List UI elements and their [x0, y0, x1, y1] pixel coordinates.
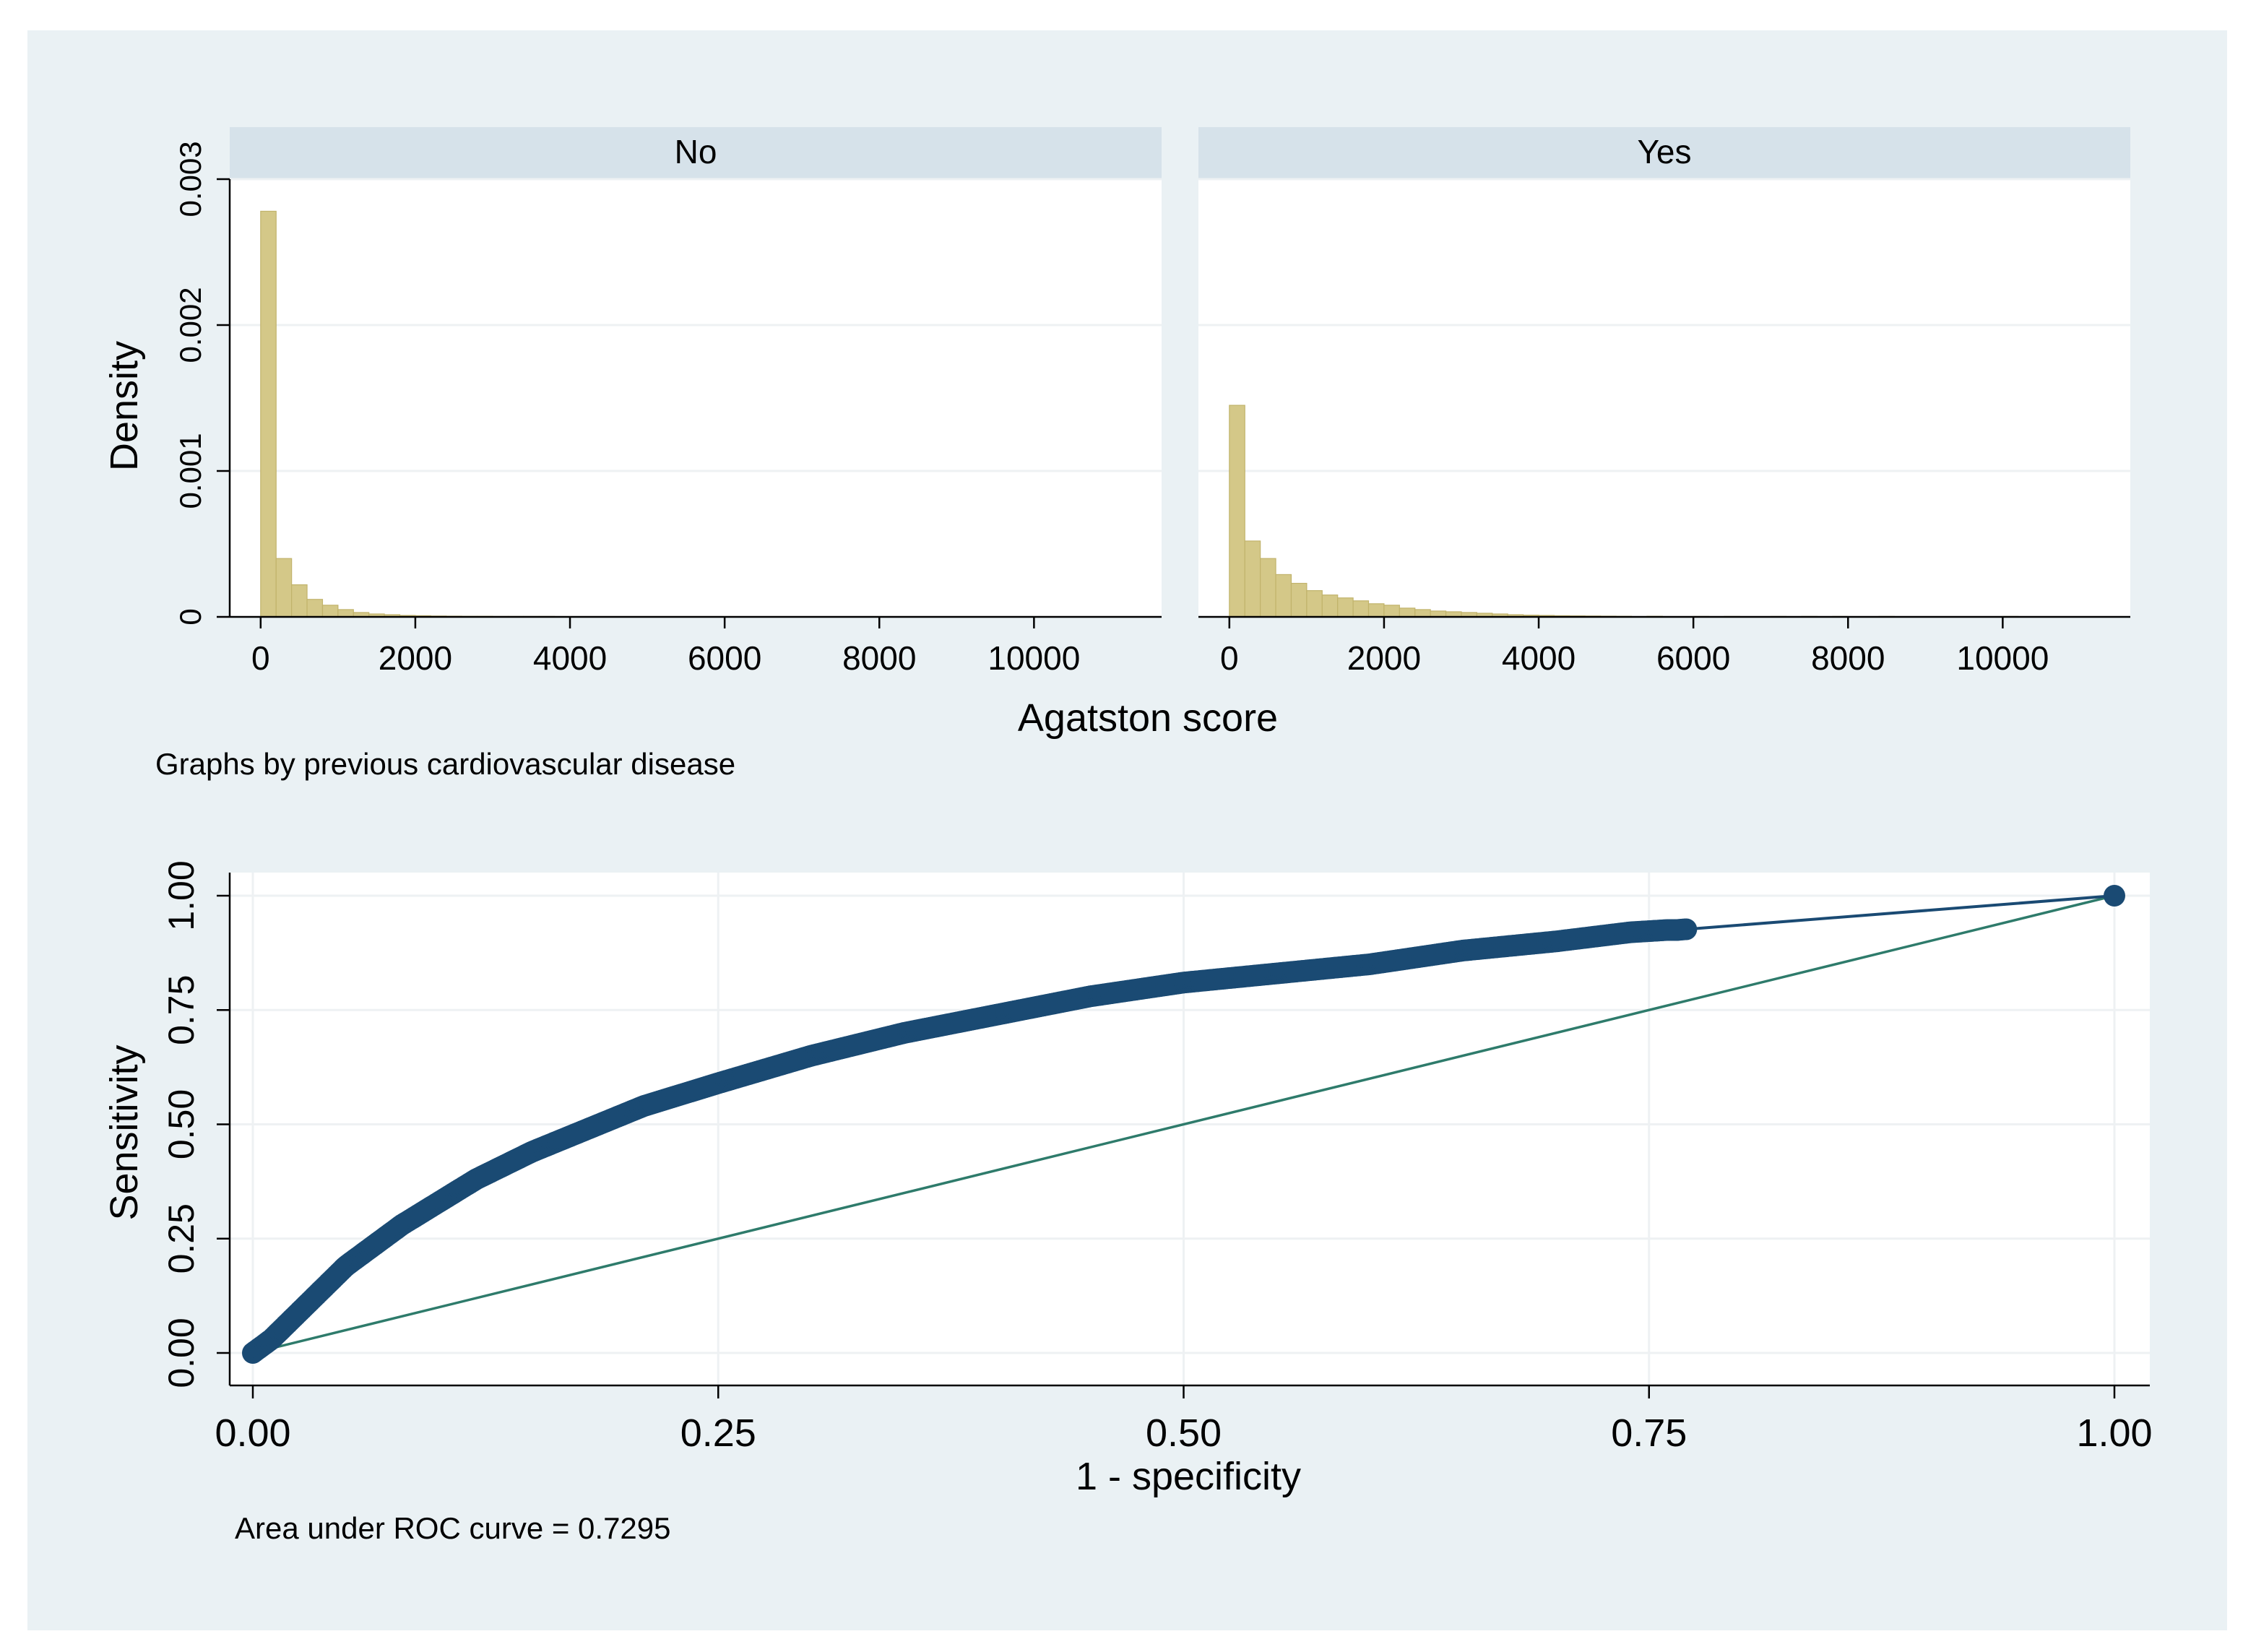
histogram-bar-no	[337, 609, 354, 618]
roc-y-axis-label: Sensitivity	[103, 1045, 146, 1220]
histogram-y-axis-label: Density	[103, 341, 146, 471]
histogram-bar-no	[291, 584, 308, 618]
roc-gridlines	[230, 873, 2150, 1385]
panel-plot-area-no	[230, 179, 1162, 617]
histogram-bar-no	[306, 599, 324, 618]
histogram-x-tick-label-yes: 8000	[1811, 639, 1885, 677]
histogram-bar-yes	[1306, 590, 1323, 618]
roc-x-tick-label: 0.25	[680, 1411, 756, 1455]
roc-curve-points	[242, 885, 2125, 1364]
roc-reference-line	[252, 894, 2115, 1354]
histogram-y-tick-label: 0.001	[173, 433, 207, 509]
roc-x-tick-label: 0.00	[215, 1411, 290, 1455]
panel-plot-area-yes	[1198, 179, 2130, 617]
panel-title-yes: Yes	[1637, 133, 1691, 170]
histogram-x-tick-label-no: 6000	[688, 639, 761, 677]
roc-point	[1666, 919, 1688, 941]
histogram-x-tick-label-yes: 4000	[1502, 639, 1576, 677]
roc-chart: 0.00 0.25 0.50 0.75 1.00 0.00 0.25 0.50 0.75 1.0…	[103, 860, 2153, 1545]
histogram-bar-yes	[1399, 607, 1416, 618]
panel-strip-yes	[1198, 127, 2130, 179]
histogram-bar-yes	[1244, 540, 1261, 618]
histogram-bar-yes	[1275, 574, 1292, 618]
histogram-bars-no	[230, 178, 1162, 618]
histogram-x-tick-label-no: 10000	[987, 639, 1080, 677]
roc-x-axis-label: 1 - specificity	[1076, 1455, 1301, 1498]
histogram-bar-yes	[1229, 405, 1245, 618]
histogram-y-tick-label: 0	[173, 608, 207, 625]
roc-y-tick-label: 0.50	[161, 1089, 202, 1159]
histogram-x-tick-label-yes: 6000	[1656, 639, 1730, 677]
histogram-x-axis: 0 2000 4000 6000 8000 10000 0 2000 4000 6000 8000 1…	[230, 615, 2130, 677]
histogram-bar-yes	[1321, 594, 1339, 618]
panel-title-no: No	[675, 133, 717, 170]
roc-y-tick-label: 1.00	[161, 860, 202, 930]
roc-y-tick-label: 0.00	[161, 1318, 202, 1388]
roc-x-tick-label: 1.00	[2076, 1411, 2152, 1455]
histogram-x-tick-label-no: 8000	[842, 639, 916, 677]
histogram-bar-yes	[1290, 582, 1308, 618]
roc-x-tick-label: 0.50	[1146, 1411, 1222, 1455]
roc-point	[2104, 885, 2125, 907]
histogram-footnote: Graphs by previous cardiovascular diseas…	[155, 747, 735, 781]
roc-auc-note: Area under ROC curve = 0.7295	[235, 1511, 671, 1545]
panel-strip-no	[230, 127, 1162, 179]
roc-y-tick-label: 0.25	[161, 1203, 202, 1273]
histogram-bar-yes	[1367, 603, 1385, 618]
histogram-x-axis-label: Agatston score	[1018, 696, 1278, 740]
histogram-x-tick-label-yes: 0	[1220, 639, 1239, 677]
histogram-bar-yes	[1352, 600, 1370, 618]
histogram-x-tick-label-no: 4000	[533, 639, 607, 677]
histogram-chart: No Yes 0 0.001 0.002 0.003 Density 0 2000 400…	[103, 127, 2130, 781]
histogram-bar-no	[275, 558, 293, 618]
roc-y-axis: 0.00 0.25 0.50 0.75 1.00	[161, 860, 231, 1388]
histogram-bar-yes	[1337, 597, 1354, 618]
histogram-bar-yes	[1260, 558, 1276, 618]
roc-x-axis: 0.00 0.25 0.50 0.75 1.00	[215, 1384, 2153, 1455]
roc-plot-area	[230, 873, 2150, 1385]
histogram-bar-yes	[1414, 609, 1431, 618]
histogram-y-axis: 0 0.001 0.002 0.003	[173, 141, 231, 626]
histogram-y-tick-label: 0.002	[173, 287, 207, 363]
histogram-x-tick-label-yes: 10000	[1956, 639, 2049, 677]
roc-x-tick-label: 0.75	[1611, 1411, 1687, 1455]
roc-y-tick-label: 0.75	[161, 975, 202, 1045]
histogram-bar-yes	[1383, 605, 1400, 618]
histogram-bar-no	[321, 605, 339, 618]
histogram-x-tick-label-yes: 2000	[1347, 639, 1421, 677]
histogram-bar-no	[260, 210, 277, 618]
histogram-y-tick-label: 0.003	[173, 141, 207, 217]
histogram-x-tick-label-no: 2000	[379, 639, 452, 677]
histogram-x-tick-label-no: 0	[251, 639, 270, 677]
